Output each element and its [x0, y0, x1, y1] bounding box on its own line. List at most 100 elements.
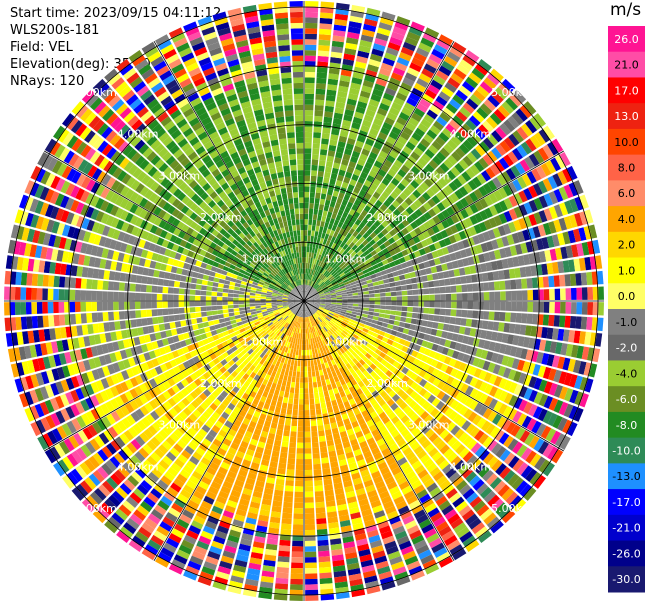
range-gate [319, 198, 326, 205]
range-gate [317, 323, 322, 330]
range-gate [140, 500, 153, 513]
range-gate [320, 302, 326, 305]
range-gate [396, 476, 407, 486]
range-gate [405, 369, 414, 378]
range-gate [377, 485, 388, 495]
range-gate [389, 314, 396, 320]
range-gate [324, 306, 331, 310]
range-gate [154, 432, 165, 444]
range-gate [424, 414, 434, 424]
range-gate [394, 420, 404, 429]
range-gate [265, 302, 272, 305]
range-gate [493, 311, 501, 321]
range-gate [331, 249, 337, 256]
range-gate [292, 529, 304, 536]
range-gate [95, 392, 105, 405]
range-gate [182, 360, 191, 369]
range-gate [435, 136, 446, 147]
range-gate [566, 165, 578, 181]
range-gate [156, 525, 170, 537]
range-gate [111, 512, 125, 525]
range-gate [334, 330, 341, 336]
range-gate [331, 299, 337, 301]
range-gate [496, 174, 507, 186]
range-gate [493, 400, 503, 413]
range-gate [313, 121, 323, 128]
range-gate [324, 373, 329, 380]
range-gate [501, 258, 509, 269]
range-gate [233, 301, 239, 305]
range-gate [346, 307, 353, 312]
range-gate [503, 137, 516, 150]
range-gate [525, 119, 538, 134]
range-gate [352, 357, 359, 365]
range-gate [343, 400, 351, 408]
range-gate [335, 214, 342, 222]
range-gate [75, 313, 82, 325]
range-gate [10, 363, 20, 378]
range-gate [267, 309, 273, 313]
range-gate [384, 173, 394, 182]
range-gate [338, 514, 350, 522]
range-gate [26, 316, 33, 329]
range-gate [328, 67, 340, 75]
range-gate [384, 283, 391, 288]
range-gate [352, 116, 363, 125]
range-gate [198, 328, 206, 335]
range-gate [261, 332, 268, 338]
range-gate [505, 168, 517, 181]
range-gate [428, 159, 439, 170]
range-gate [240, 385, 248, 393]
range-gate [314, 284, 320, 290]
range-gate [348, 227, 356, 235]
range-gate [338, 281, 344, 286]
range-gate [236, 321, 243, 327]
range-gate [306, 257, 309, 264]
range-gate [305, 1, 319, 7]
range-gate [203, 561, 217, 571]
range-gate [336, 233, 342, 240]
range-gate [328, 342, 334, 349]
range-gate [352, 253, 359, 260]
range-gate [544, 249, 552, 262]
range-gate [230, 411, 239, 419]
range-gate [458, 267, 466, 276]
range-gate [209, 443, 219, 452]
range-gate [402, 515, 415, 525]
range-gate [212, 334, 220, 341]
range-gate [317, 231, 323, 238]
range-gate [353, 527, 366, 536]
range-gate [573, 330, 581, 344]
range-gate [228, 494, 240, 504]
range-gate [373, 312, 380, 317]
range-gate [225, 451, 235, 461]
range-gate [37, 435, 49, 450]
range-gate [290, 307, 296, 312]
range-gate [495, 463, 507, 476]
range-gate [237, 503, 249, 512]
range-gate [324, 307, 330, 311]
range-gate [348, 241, 355, 249]
range-gate [20, 316, 28, 330]
range-gate [433, 315, 440, 322]
range-gate [359, 39, 373, 48]
range-gate [179, 469, 191, 479]
range-gate [451, 333, 459, 342]
range-gate [227, 402, 236, 411]
range-gate [110, 374, 120, 385]
range-gate [374, 246, 382, 254]
range-gate [153, 396, 163, 407]
range-gate [321, 269, 327, 275]
range-gate [181, 421, 191, 431]
range-gate [368, 208, 376, 216]
range-gate [382, 57, 395, 67]
range-gate [351, 122, 361, 130]
range-gate [411, 350, 419, 358]
range-gate [274, 372, 281, 379]
range-gate [454, 189, 464, 200]
range-gate [323, 116, 333, 124]
range-gate [479, 508, 493, 521]
range-gate [488, 250, 496, 261]
range-gate [397, 326, 404, 333]
range-gate [315, 325, 319, 331]
